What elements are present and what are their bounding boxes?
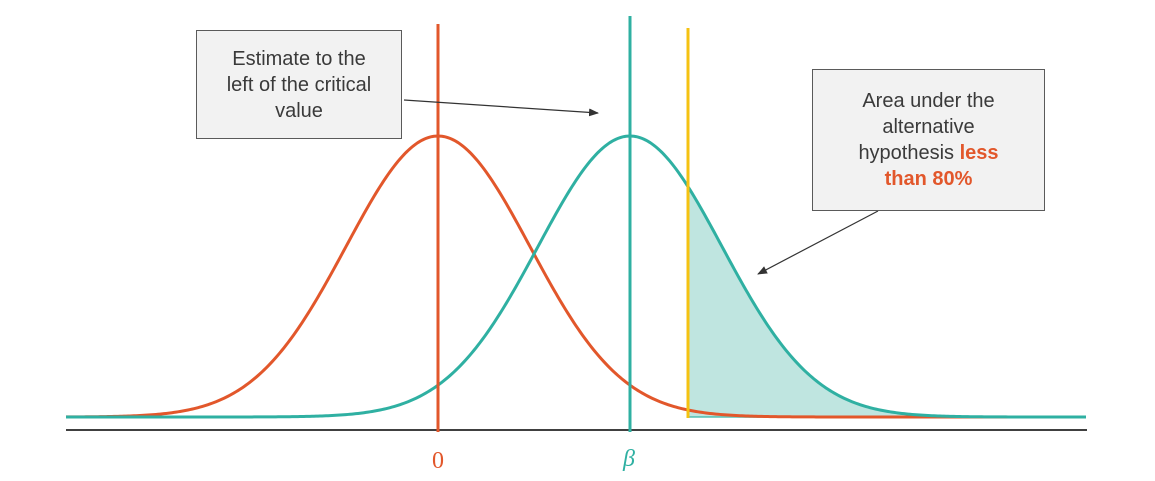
- callout-left-line-3: value: [275, 99, 323, 122]
- null-mean-label: 0: [432, 448, 444, 474]
- callout-highlight-less: less: [959, 142, 999, 164]
- callout-right-line-3: hypothesis less: [858, 140, 998, 166]
- callout-right-line-3-plain: hypothesis: [858, 142, 960, 164]
- alternative-mean-label: β: [622, 446, 635, 472]
- power-callout: Area under the alternative hypothesis le…: [812, 69, 1045, 211]
- left-callout-arrow: [403, 99, 599, 117]
- callout-right-line-1: Area under the: [862, 90, 995, 112]
- callout-left-line-2: left of the critical: [226, 73, 372, 96]
- callout-left-line-1: Estimate to the: [232, 47, 366, 70]
- callout-highlight-than-80: than 80%: [884, 168, 973, 190]
- callout-right-line-2: alternative: [882, 116, 975, 138]
- alternative-power-area: [688, 186, 1086, 417]
- right-callout-arrow: [757, 210, 879, 275]
- null-distribution-curve: [65, 134, 1086, 419]
- alternative-distribution-curve: [66, 134, 1086, 419]
- critical-value-callout: Estimate to the left of the critical val…: [196, 30, 402, 139]
